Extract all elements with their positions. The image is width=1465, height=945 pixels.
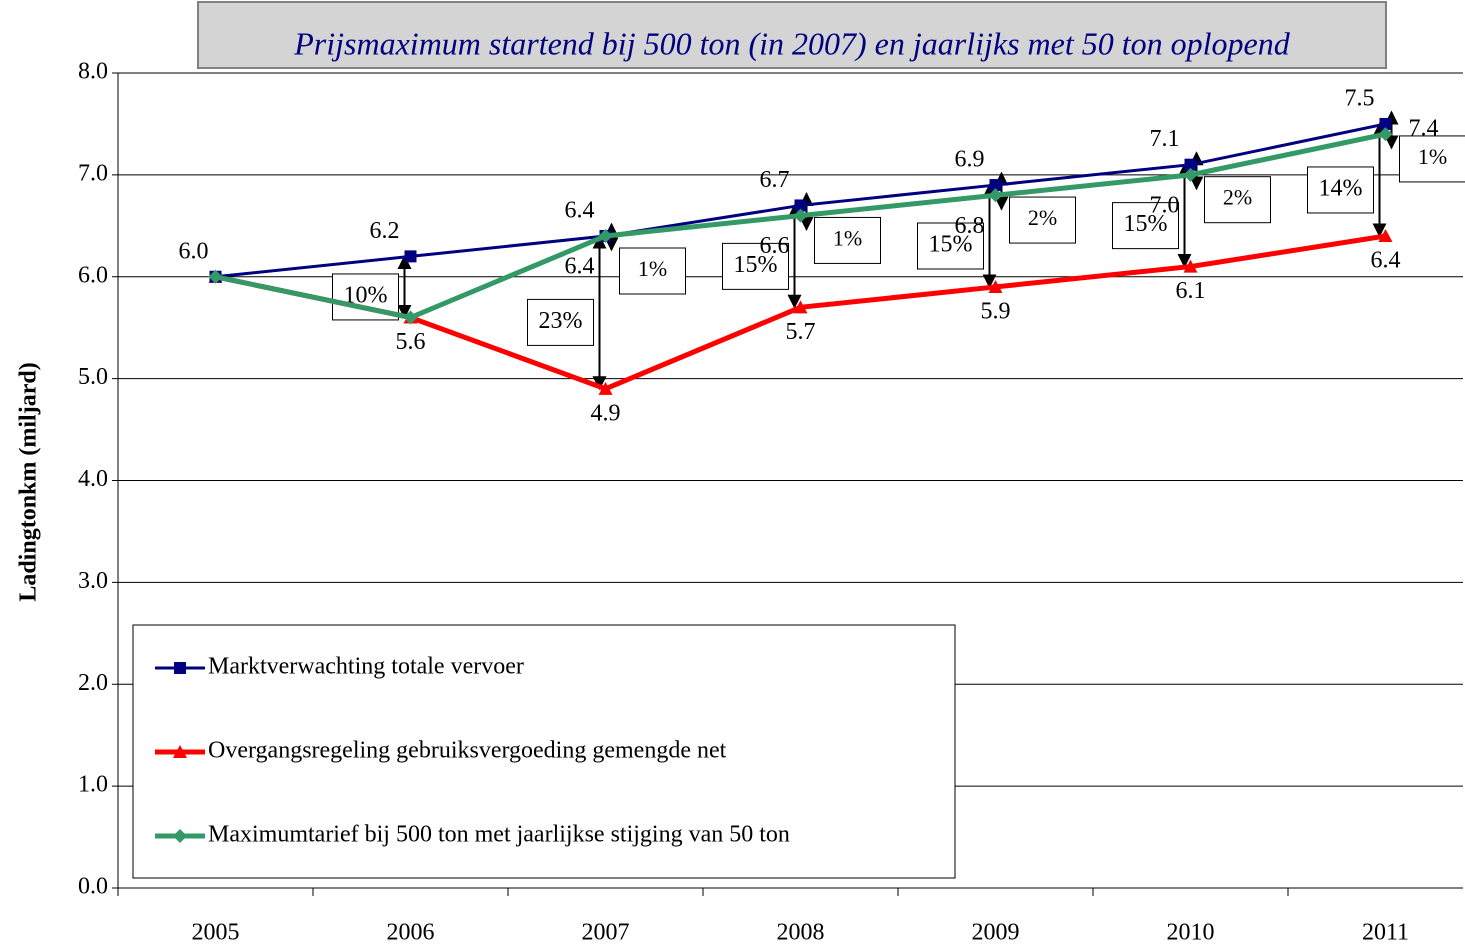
gap-label: 2% <box>1223 185 1252 210</box>
x-tick-label: 2010 <box>1167 920 1215 945</box>
data-label: 6.0 <box>179 238 209 264</box>
data-point <box>1183 167 1198 182</box>
data-label: 6.7 <box>760 167 790 193</box>
data-point <box>403 310 418 325</box>
data-label: 7.4 <box>1409 116 1439 142</box>
x-tick-label: 2008 <box>777 920 825 945</box>
gap-box <box>1399 135 1465 183</box>
data-point <box>988 279 1003 293</box>
gap-box <box>1307 166 1374 214</box>
legend-label: Maximumtarief bij 500 ton met jaarlijkse… <box>208 822 790 848</box>
data-label: 6.4 <box>565 198 595 224</box>
gap-box <box>527 298 594 346</box>
gap-box <box>619 247 686 295</box>
legend-label: Marktverwachting totale vervoer <box>208 654 524 680</box>
legend-marker <box>173 745 187 758</box>
gap-box <box>1204 176 1271 224</box>
data-point <box>793 300 808 314</box>
y-tick-label: 5.0 <box>78 364 108 390</box>
gap-label: 23% <box>539 308 583 334</box>
x-tick-label: 2009 <box>972 920 1020 945</box>
data-point <box>208 269 223 284</box>
data-label: 7.5 <box>1345 85 1375 111</box>
data-label: 4.9 <box>591 400 621 426</box>
y-tick-label: 4.0 <box>78 466 108 492</box>
gap-box <box>1112 202 1179 250</box>
data-label: 6.4 <box>1371 248 1401 274</box>
data-point <box>988 188 1003 203</box>
y-tick-label: 2.0 <box>78 670 108 696</box>
y-tick-label: 7.0 <box>78 160 108 186</box>
y-tick-label: 0.0 <box>78 874 108 900</box>
legend-marker <box>174 662 186 674</box>
data-point <box>1183 259 1198 273</box>
x-tick-label: 2006 <box>387 920 435 945</box>
data-point <box>404 250 417 263</box>
gap-label: 2% <box>1028 205 1057 230</box>
data-label: 6.1 <box>1176 278 1206 304</box>
data-point <box>598 229 613 243</box>
data-label: 5.6 <box>396 329 426 355</box>
gap-label: 1% <box>638 256 667 281</box>
data-label: 6.8 <box>955 213 985 239</box>
data-label: 5.7 <box>786 319 816 345</box>
data-label: 6.2 <box>370 218 400 244</box>
gap-box <box>722 242 789 290</box>
data-point <box>598 381 613 395</box>
y-tick-label: 6.0 <box>78 262 108 288</box>
data-label: 5.9 <box>981 298 1011 324</box>
data-point <box>1184 158 1197 171</box>
gap-label: 15% <box>734 252 778 278</box>
gap-label: 15% <box>929 232 973 258</box>
data-point <box>794 199 807 212</box>
gap-box <box>814 216 881 264</box>
data-point <box>793 208 808 223</box>
data-label: 7.0 <box>1150 192 1180 218</box>
data-point <box>1378 127 1393 142</box>
x-tick-label: 2007 <box>582 920 630 945</box>
data-label: 6.4 <box>565 254 595 280</box>
x-tick-label: 2011 <box>1362 920 1409 945</box>
y-axis-label: Ladingtonkm (miljard) <box>16 362 42 601</box>
data-label: 6.9 <box>955 147 985 173</box>
gap-label: 1% <box>1418 144 1447 169</box>
chart-title: Prijsmaximum startend bij 500 ton (in 20… <box>293 25 1290 61</box>
gap-label: 15% <box>1124 211 1168 237</box>
data-label: 6.6 <box>760 233 790 259</box>
gap-box <box>332 273 399 321</box>
legend-marker <box>173 829 187 843</box>
y-tick-label: 1.0 <box>78 772 108 798</box>
legend-box <box>132 624 956 879</box>
gap-label: 14% <box>1319 175 1363 201</box>
data-point <box>989 179 1002 192</box>
data-point <box>1379 117 1392 130</box>
x-tick-label: 2005 <box>192 920 240 945</box>
y-tick-label: 3.0 <box>78 568 108 594</box>
legend-label: Overgangsregeling gebruiksvergoeding gem… <box>208 738 727 764</box>
title-box <box>197 1 1387 69</box>
y-tick-label: 8.0 <box>78 59 108 85</box>
data-label: 7.1 <box>1150 126 1180 152</box>
data-point <box>1378 229 1393 242</box>
gap-box <box>917 222 984 270</box>
gap-box <box>1009 196 1076 244</box>
gap-label: 1% <box>833 225 862 250</box>
